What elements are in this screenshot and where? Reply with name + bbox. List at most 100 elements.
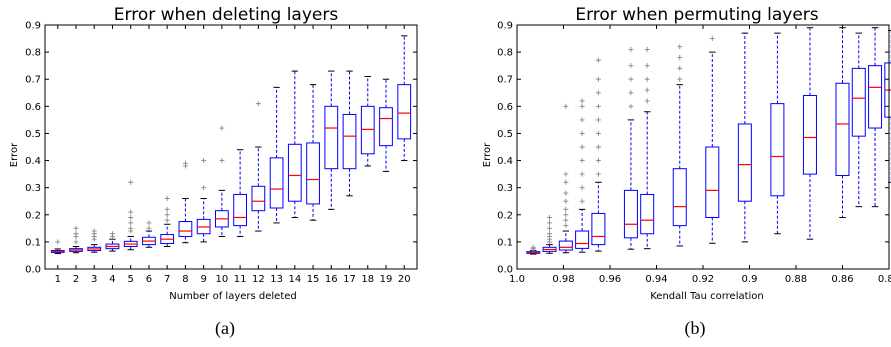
panel-a-outlier bbox=[164, 196, 170, 202]
panel-a-caption: (a) bbox=[215, 318, 235, 339]
panel-a-xtick-label: 7 bbox=[164, 274, 170, 285]
panel-b-ytick-label: 0.6 bbox=[497, 102, 513, 113]
panel-a-ytick-label: 0.3 bbox=[25, 183, 41, 194]
panel-b-box-2 bbox=[542, 214, 557, 254]
panel-a-box-3 bbox=[87, 228, 102, 253]
panel-b-outlier bbox=[628, 76, 634, 82]
panel-b-outlier bbox=[595, 171, 601, 177]
panel-a-box-13 bbox=[269, 86, 284, 224]
panel-a-xtick-label: 2 bbox=[73, 274, 79, 285]
panel-b-outlier bbox=[595, 117, 601, 123]
panel-b-title: Error when permuting layers bbox=[575, 5, 818, 25]
panel-a-outlier bbox=[128, 179, 134, 185]
panel-b-iqr-box bbox=[558, 240, 573, 251]
panel-b-outlier bbox=[547, 231, 553, 237]
panel-b-ytick-label: 0.3 bbox=[497, 183, 513, 194]
panel-a-outlier bbox=[164, 217, 170, 223]
panel-b-outlier bbox=[595, 103, 601, 109]
panel-a-xtick-label: 14 bbox=[288, 274, 301, 285]
panel-a-xtick-label: 5 bbox=[128, 274, 134, 285]
panel-b-iqr-box bbox=[623, 189, 638, 239]
panel-a-xtick-label: 6 bbox=[146, 274, 152, 285]
panel-a-box-12 bbox=[251, 101, 266, 232]
panel-b-iqr-box bbox=[672, 168, 687, 227]
panel-a-ylabel: Error bbox=[9, 142, 20, 167]
panel-a-iqr-box bbox=[360, 105, 375, 155]
panel-a: Error when deleting layers 0.0 0.1 0.2 0.3 0… bbox=[9, 5, 418, 339]
panel-b-xtick-label: 0.92 bbox=[692, 274, 714, 285]
panel-b-iqr-box bbox=[737, 123, 752, 202]
panel-b-box-5 bbox=[591, 57, 606, 252]
panel-a-box-14 bbox=[287, 70, 302, 218]
panel-b-outlier bbox=[579, 103, 585, 109]
panel-b-outlier bbox=[563, 171, 569, 177]
panel-b-box-3 bbox=[558, 103, 573, 254]
panel-a-outlier bbox=[73, 239, 79, 245]
panel-b-outlier bbox=[595, 158, 601, 164]
panel-b: Error when permuting layers 0.0 0.1 0.2 0.3… bbox=[482, 5, 891, 339]
panel-a-ytick-label: 0.5 bbox=[25, 129, 41, 140]
panel-a-iqr-box bbox=[379, 107, 393, 147]
panel-a-outlier bbox=[55, 239, 61, 245]
panel-a-outlier bbox=[73, 225, 79, 231]
panel-a-outlier bbox=[128, 220, 134, 226]
panel-b-box-4 bbox=[575, 98, 590, 253]
panel-a-outlier bbox=[219, 158, 225, 164]
panel-b-outlier bbox=[628, 90, 634, 96]
panel-b-xtick-label: 0.96 bbox=[599, 274, 621, 285]
panel-a-xtick-label: 8 bbox=[182, 274, 188, 285]
panel-b-outlier bbox=[677, 76, 683, 82]
panel-a-box-2 bbox=[69, 225, 83, 254]
panel-a-outlier bbox=[164, 212, 170, 218]
panel-b-box-8 bbox=[672, 44, 687, 247]
panel-b-outlier bbox=[595, 130, 601, 136]
panel-a-box-7 bbox=[160, 196, 175, 247]
panel-b-box-13 bbox=[835, 27, 850, 218]
panel-a-box-10 bbox=[215, 125, 229, 237]
panel-b-ylabel: Error bbox=[482, 142, 493, 167]
panel-a-ytick-label: 0.1 bbox=[25, 237, 41, 248]
panel-b-outlier bbox=[563, 179, 569, 185]
panel-a-ytick-label: 0.7 bbox=[25, 75, 41, 86]
panel-a-iqr-box bbox=[287, 143, 302, 202]
panel-b-outlier bbox=[677, 55, 683, 61]
panel-a-outlier bbox=[146, 225, 152, 231]
panel-a-outlier bbox=[73, 231, 79, 237]
panel-a-xtick-label: 3 bbox=[91, 274, 97, 285]
panel-a-xtick-label: 19 bbox=[380, 274, 393, 285]
panel-b-plot-area: 0.0 0.1 0.2 0.3 0.4 0.5 0.6 0.7 0.8 0.9 1.0 0.98 0.9… bbox=[497, 21, 891, 285]
panel-b-axes-frame bbox=[516, 24, 890, 270]
panel-a-axes-frame bbox=[44, 24, 418, 270]
panel-a-xtick-label: 15 bbox=[307, 274, 320, 285]
panel-a-xtick-label: 10 bbox=[216, 274, 229, 285]
panel-a-plot-area: 0.00.10.20.30.40.50.60.70.80.91 2 3 4 5 6 7 8 9 1… bbox=[25, 21, 418, 285]
panel-a-iqr-box bbox=[324, 105, 339, 170]
panel-a-xtick-label: 4 bbox=[109, 274, 115, 285]
panel-a-outlier bbox=[109, 231, 115, 237]
panel-a-box-9 bbox=[196, 158, 211, 243]
panel-a-box-6 bbox=[142, 220, 156, 248]
panel-a-box-11 bbox=[233, 149, 247, 237]
panel-b-outlier bbox=[579, 130, 585, 136]
panel-b-outlier bbox=[628, 103, 634, 109]
panel-a-xtick-label: 12 bbox=[252, 274, 265, 285]
panel-b-iqr-box bbox=[705, 146, 720, 218]
panel-a-ytick-label: 0.8 bbox=[25, 48, 41, 59]
panel-a-iqr-box bbox=[251, 185, 266, 212]
panel-b-outlier bbox=[563, 198, 569, 204]
panel-a-box-17 bbox=[342, 70, 357, 197]
panel-a-box-18 bbox=[360, 76, 375, 167]
panel-b-outlier bbox=[595, 90, 601, 96]
panel-b-outlier bbox=[644, 98, 650, 104]
panel-a-iqr-box bbox=[342, 113, 357, 170]
panel-b-ytick-label: 0.4 bbox=[497, 156, 513, 167]
panel-a-box-20 bbox=[397, 35, 412, 162]
panel-a-box-1 bbox=[50, 239, 65, 255]
panel-b-outlier bbox=[644, 63, 650, 69]
panel-a-iqr-box bbox=[269, 157, 284, 209]
panel-a-iqr-box bbox=[397, 84, 412, 140]
panel-b-box-10 bbox=[737, 32, 752, 243]
panel-b-outlier bbox=[563, 212, 569, 218]
panel-b-outlier bbox=[579, 171, 585, 177]
